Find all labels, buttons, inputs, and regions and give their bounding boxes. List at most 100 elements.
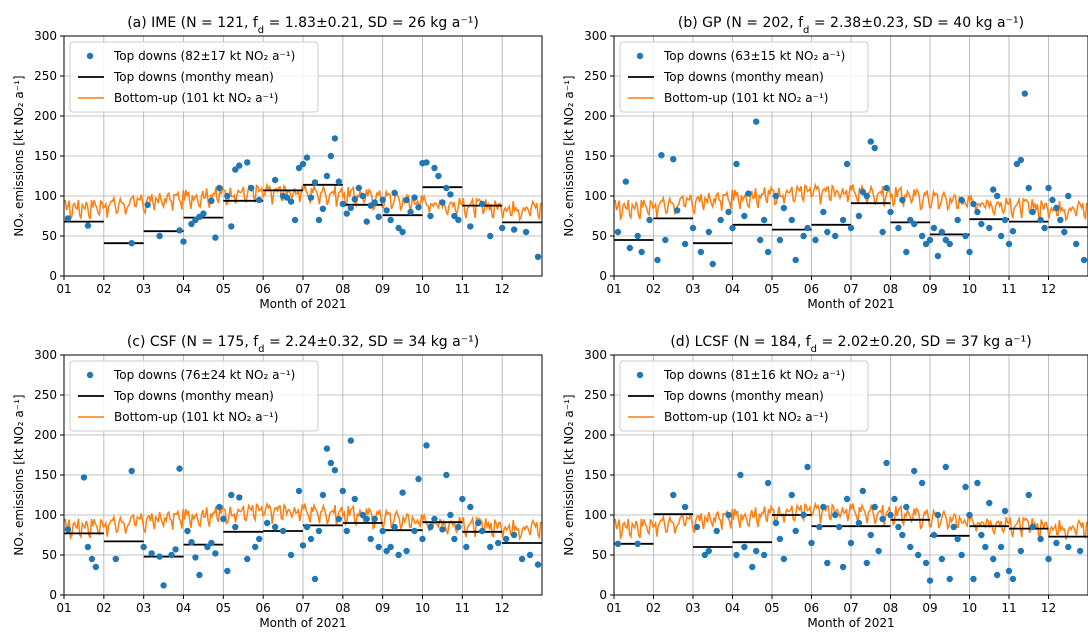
scatter-point: [459, 495, 466, 503]
scatter-point: [92, 563, 100, 571]
scatter-point: [431, 164, 438, 172]
scatter-point: [327, 152, 335, 160]
scatter-point: [363, 218, 370, 225]
scatter-point: [498, 224, 506, 232]
scatter-point: [216, 184, 223, 192]
scatter-point: [128, 240, 135, 247]
x-tick-label: 11: [455, 601, 470, 615]
scatter-point: [1017, 547, 1025, 555]
scatter-point: [510, 531, 518, 539]
x-tick-label: 02: [646, 601, 661, 615]
scatter-point: [188, 220, 195, 228]
scatter-point: [347, 437, 354, 444]
plot-area: [614, 459, 1088, 584]
legend-label: Top downs (monthy mean): [663, 389, 824, 403]
scatter-point: [792, 256, 799, 264]
y-tick-label: 250: [584, 69, 607, 83]
y-tick-label: 150: [34, 149, 57, 163]
scatter-point: [180, 238, 187, 245]
scatter-point: [379, 527, 386, 535]
scatter-point: [918, 232, 926, 240]
legend-marker-scatter: [636, 52, 644, 60]
scatter-point: [709, 260, 716, 268]
x-tick-label: 11: [455, 282, 470, 296]
scatter-point: [196, 571, 203, 579]
legend-label: Top downs (76±24 kt NO₂ a⁻¹): [113, 368, 295, 382]
scatter-point: [467, 503, 474, 511]
scatter-point: [832, 511, 839, 519]
scatter-point: [534, 561, 542, 568]
scatter-point: [804, 224, 811, 232]
scatter-point: [974, 479, 981, 487]
scatter-point: [447, 191, 454, 198]
scatter-point: [347, 204, 354, 212]
scatter-point: [883, 459, 890, 467]
scatter-point: [487, 232, 494, 240]
scatter-point: [658, 152, 665, 159]
scatter-point: [355, 184, 362, 192]
bottom-up-line: [64, 182, 542, 222]
scatter-point: [737, 471, 744, 479]
y-tick-label: 100: [584, 189, 607, 203]
scatter-point: [144, 201, 151, 208]
scatter-point: [879, 228, 886, 236]
y-tick-label: 0: [599, 588, 607, 602]
x-tick-label: 10: [415, 601, 430, 615]
x-tick-label: 09: [922, 282, 937, 296]
scatter-point: [859, 188, 867, 196]
scatter-point: [934, 252, 942, 260]
y-tick-label: 100: [34, 189, 57, 203]
scatter-point: [843, 495, 851, 503]
scatter-point: [443, 471, 450, 479]
scatter-point: [156, 232, 163, 240]
scatter-point: [749, 563, 756, 571]
scatter-point: [670, 156, 677, 163]
scatter-point: [938, 228, 946, 236]
x-tick-label: 12: [495, 601, 510, 615]
scatter-point: [966, 248, 973, 256]
x-tick-label: 01: [606, 601, 621, 615]
scatter-point: [311, 575, 319, 583]
scatter-point: [467, 223, 474, 230]
scatter-point: [479, 200, 486, 208]
y-tick-label: 50: [42, 229, 57, 243]
scatter-point: [978, 531, 985, 539]
scatter-point: [942, 463, 949, 471]
scatter-point: [1025, 491, 1032, 499]
legend-marker-scatter: [86, 52, 94, 60]
scatter-point: [903, 248, 910, 256]
scatter-point: [208, 539, 215, 547]
y-tick-label: 150: [34, 468, 57, 482]
scatter-point: [824, 559, 831, 567]
scatter-point: [907, 216, 914, 224]
scatter-point: [88, 555, 96, 563]
scatter-point: [681, 503, 689, 511]
scatter-point: [299, 160, 307, 168]
scatter-point: [399, 489, 406, 496]
scatter-point: [907, 543, 914, 551]
scatter-point: [725, 511, 732, 519]
x-tick-label: 09: [922, 601, 937, 615]
scatter-point: [816, 523, 823, 531]
scatter-point: [212, 550, 219, 557]
x-tick-label: 09: [375, 601, 390, 615]
scatter-point: [363, 515, 370, 523]
plot-area: [614, 90, 1088, 268]
scatter-point: [922, 559, 930, 567]
scatter-point: [518, 555, 526, 563]
scatter-point: [307, 194, 315, 201]
scatter-point: [756, 236, 764, 244]
scatter-point: [236, 494, 243, 501]
scatter-point: [986, 499, 993, 507]
scatter-point: [891, 495, 898, 503]
scatter-point: [1029, 523, 1036, 531]
x-tick-label: 01: [606, 282, 621, 296]
scatter-point: [760, 216, 768, 224]
x-tick-label: 04: [176, 601, 191, 615]
scatter-point: [958, 196, 965, 204]
scatter-point: [855, 212, 863, 220]
y-tick-label: 150: [584, 468, 607, 482]
y-tick-label: 100: [34, 508, 57, 522]
scatter-point: [705, 547, 712, 555]
